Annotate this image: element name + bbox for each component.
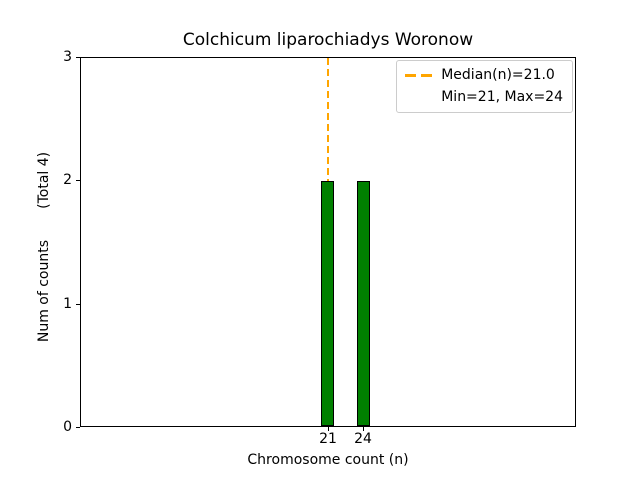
x-axis-label: Chromosome count (n) [247, 452, 409, 468]
orange-dashed-line-swatch [405, 74, 433, 77]
y-tickmark-1 [76, 304, 80, 305]
y-tick-label-3: 3 [63, 49, 72, 65]
y-tick-label-2: 2 [63, 172, 72, 188]
legend-label-minmax: Min=21, Max=24 [441, 89, 563, 105]
legend-entry-minmax: Min=21, Max=24 [405, 89, 563, 106]
y-tickmark-0 [76, 427, 80, 428]
bar-21 [321, 180, 334, 426]
x-tick-label-21: 21 [319, 431, 337, 447]
y-axis-label: Num of counts (Total 4) [36, 151, 52, 343]
empty-swatch [405, 96, 432, 99]
x-tickmark-24 [363, 427, 364, 431]
chart-title: Colchicum liparochiadys Woronow [182, 30, 474, 50]
legend: Median(n)=21.0 Min=21, Max=24 [396, 60, 573, 113]
y-tickmark-2 [76, 180, 80, 181]
legend-label-median: Median(n)=21.0 [441, 67, 555, 83]
y-tick-label-0: 0 [63, 419, 72, 435]
legend-entry-median: Median(n)=21.0 [405, 67, 563, 84]
plot-area: Median(n)=21.0 Min=21, Max=24 [80, 57, 576, 427]
y-tick-label-1: 1 [63, 296, 72, 312]
y-tickmark-3 [76, 57, 80, 58]
bar-24 [357, 180, 370, 426]
x-tick-label-24: 24 [354, 431, 372, 447]
x-tickmark-21 [328, 427, 329, 431]
